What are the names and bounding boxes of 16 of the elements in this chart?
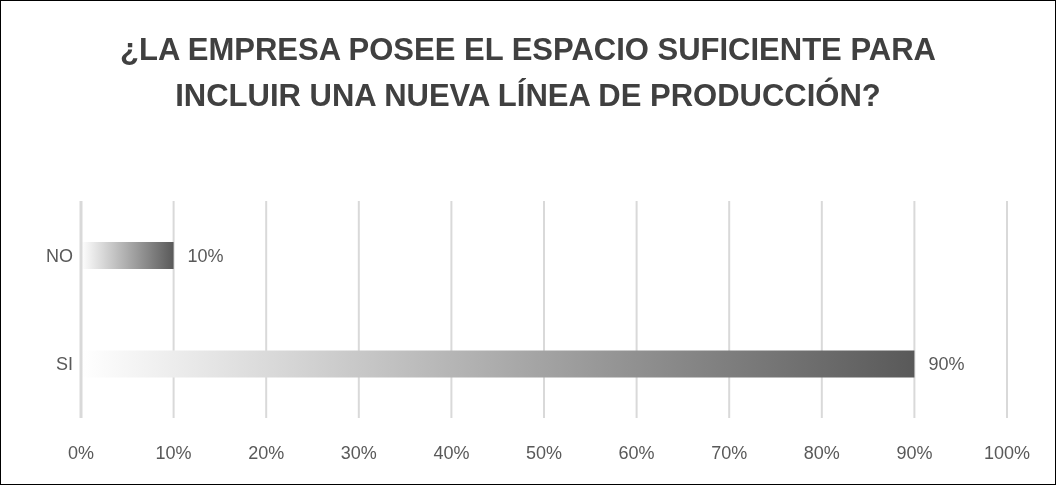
data-label: 10%	[187, 245, 224, 266]
x-tick-label: 30%	[340, 442, 377, 463]
x-tick-label: 0%	[67, 442, 95, 463]
x-tick-label: 90%	[896, 442, 933, 463]
x-tick-label: 20%	[248, 442, 285, 463]
y-tick-label: SI	[55, 354, 73, 375]
y-tick-label: NO	[46, 245, 73, 266]
x-tick-label: 80%	[803, 442, 840, 463]
data-label: 90%	[928, 354, 965, 375]
x-tick-label: 70%	[711, 442, 748, 463]
x-tick-label: 100%	[983, 442, 1031, 463]
chart-title: ¿LA EMPRESA POSEE EL ESPACIO SUFICIENTE PARA INCLUIR UNA NUEVA LÍNEA DE PRODUCCIÓN?	[119, 31, 937, 115]
x-tick-label: 10%	[155, 442, 192, 463]
x-tick-label: 60%	[618, 442, 655, 463]
x-tick-label: 50%	[525, 442, 563, 463]
x-tick-label: 40%	[433, 442, 470, 463]
